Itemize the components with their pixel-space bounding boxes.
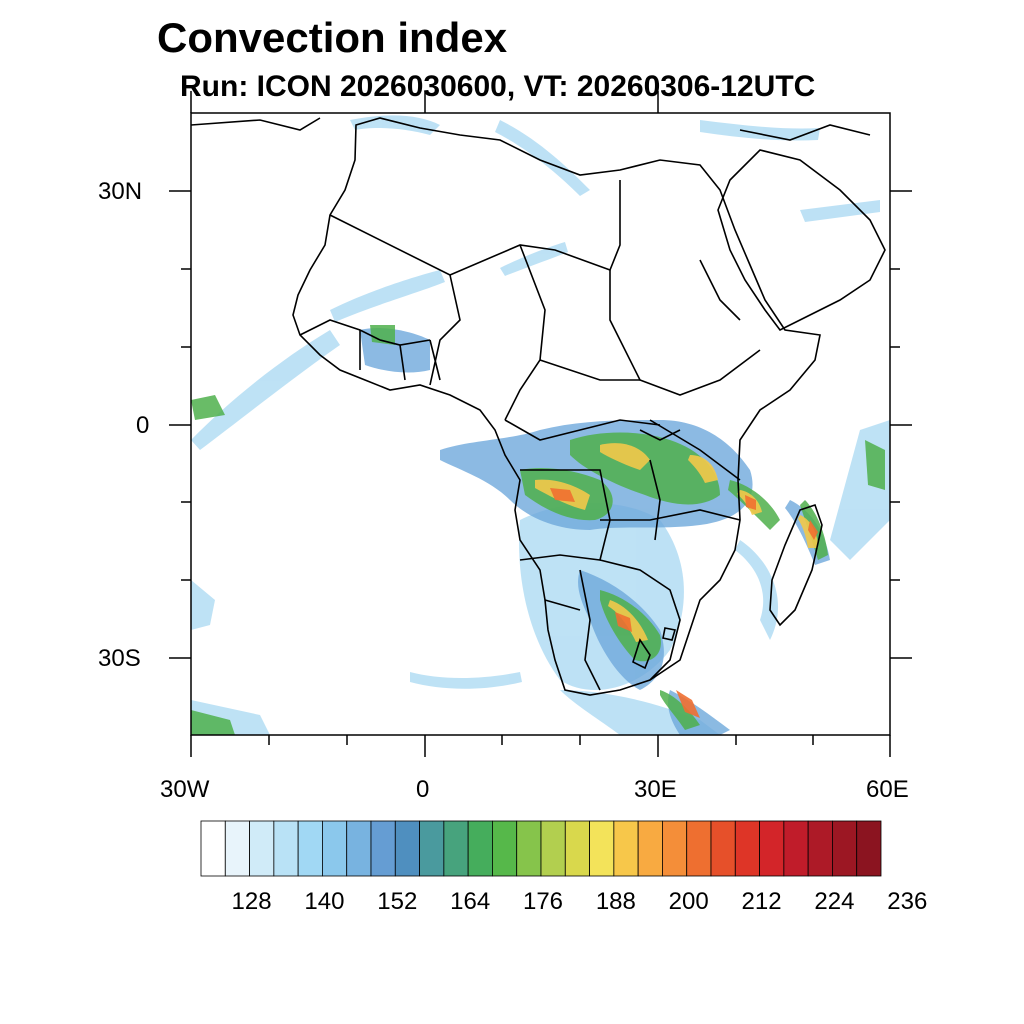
colorbar-box [807, 820, 833, 877]
colorbar-box [662, 820, 688, 877]
colorbar-box [346, 820, 372, 877]
y-tick-30s: 30S [98, 645, 141, 672]
colorbar-box [589, 820, 615, 877]
colorbar-label: 152 [377, 888, 418, 915]
x-tick-60e: 60E [866, 776, 909, 803]
y-tick-0: 0 [136, 412, 150, 439]
colorbar-label: 200 [668, 888, 709, 915]
colorbar-box [734, 820, 760, 877]
x-tick-0: 0 [416, 776, 430, 803]
colorbar-label: 164 [450, 888, 491, 915]
plot-frame [190, 112, 891, 736]
colorbar-box [686, 820, 712, 877]
colorbar-box [759, 820, 785, 877]
colorbar-box [637, 820, 663, 877]
colorbar-box [613, 820, 639, 877]
colorbar-label: 212 [741, 888, 782, 915]
colorbar-label: 188 [595, 888, 636, 915]
colorbar-box [856, 820, 882, 877]
colorbar-label: 176 [522, 888, 564, 915]
colorbar-box [516, 820, 542, 877]
colorbar-label: 128 [231, 888, 272, 915]
colorbar-label: 224 [814, 888, 855, 915]
colorbar-box [492, 820, 518, 877]
colorbar-box [710, 820, 736, 877]
colorbar-box [832, 820, 858, 877]
y-tick-30n: 30N [98, 178, 143, 205]
colorbar-box [419, 820, 445, 877]
colorbar-label: 140 [304, 888, 345, 915]
colorbar [200, 820, 882, 877]
colorbar-box [370, 820, 396, 877]
x-tick-30w: 30W [160, 776, 210, 803]
colorbar-box [564, 820, 590, 877]
axis-ticks [169, 91, 912, 757]
colorbar-box [394, 820, 420, 877]
colorbar-box [322, 820, 348, 877]
colorbar-box [200, 820, 226, 877]
colorbar-box [297, 820, 323, 877]
coastlines [191, 117, 886, 696]
colorbar-label: 236 [887, 888, 928, 915]
x-tick-30e: 30E [634, 776, 677, 803]
colorbar-box [249, 820, 275, 877]
colorbar-box [273, 820, 299, 877]
map-title: Convection index [157, 14, 508, 61]
colorbar-box [224, 820, 250, 877]
colorbar-box [443, 820, 469, 877]
map-subtitle: Run: ICON 2026030600, VT: 20260306-12UTC [180, 70, 816, 103]
convection-field [191, 115, 890, 735]
colorbar-box [467, 820, 493, 877]
colorbar-box [540, 820, 566, 877]
colorbar-box [783, 820, 809, 877]
